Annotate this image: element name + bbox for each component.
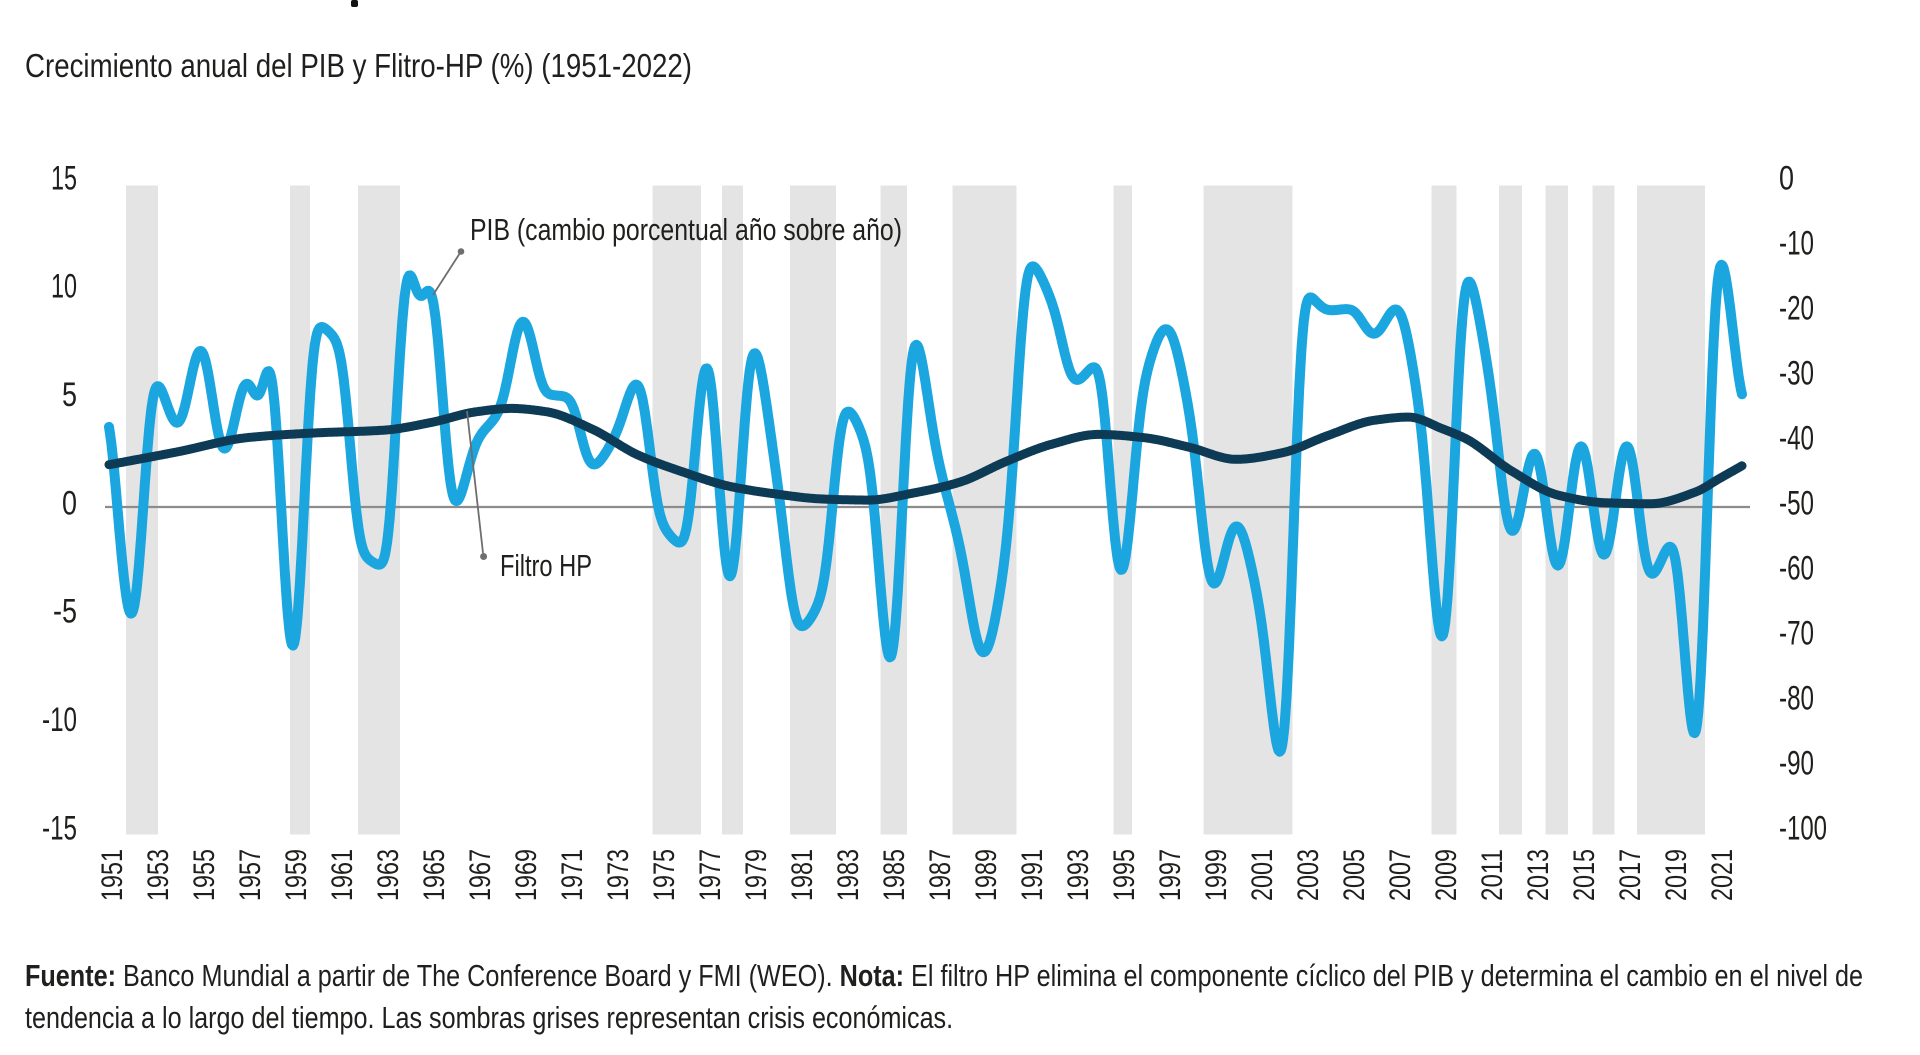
svg-text:2021: 2021 [1706,849,1739,901]
svg-text:1973: 1973 [602,849,635,901]
svg-text:1957: 1957 [234,849,267,901]
svg-text:1969: 1969 [510,849,543,901]
svg-text:-20: -20 [1779,289,1814,327]
svg-text:1959: 1959 [280,849,313,901]
svg-text:1965: 1965 [418,849,451,901]
svg-text:2009: 2009 [1430,849,1463,901]
svg-text:-15: -15 [42,809,77,847]
svg-text:5: 5 [62,376,77,414]
svg-text:10: 10 [51,268,77,306]
svg-text:-60: -60 [1779,549,1814,587]
svg-text:1977: 1977 [694,849,727,901]
svg-text:-90: -90 [1779,744,1814,782]
svg-text:2019: 2019 [1660,849,1693,901]
svg-text:2001: 2001 [1246,849,1279,901]
svg-text:-80: -80 [1779,679,1814,717]
svg-text:-40: -40 [1779,419,1814,457]
svg-text:1989: 1989 [970,849,1003,901]
svg-text:2005: 2005 [1338,849,1371,901]
svg-text:1985: 1985 [878,849,911,901]
svg-text:0: 0 [1779,159,1794,197]
svg-text:1983: 1983 [832,849,865,901]
svg-text:1953: 1953 [142,849,175,901]
svg-text:-70: -70 [1779,614,1814,652]
svg-text:1991: 1991 [1016,849,1049,901]
svg-text:1971: 1971 [556,849,589,901]
svg-text:2007: 2007 [1384,849,1417,901]
svg-text:15: 15 [51,159,77,197]
svg-text:1961: 1961 [326,849,359,901]
svg-text:1993: 1993 [1062,849,1095,901]
svg-text:2015: 2015 [1568,849,1601,901]
svg-text:1995: 1995 [1108,849,1141,901]
svg-text:-30: -30 [1779,354,1814,392]
svg-text:-10: -10 [1779,224,1814,262]
svg-text:2013: 2013 [1522,849,1555,901]
svg-text:0: 0 [62,484,77,522]
svg-text:1955: 1955 [188,849,221,901]
svg-text:2017: 2017 [1614,849,1647,901]
svg-text:1951: 1951 [96,849,129,901]
svg-text:Filtro HP: Filtro HP [500,548,592,583]
svg-text:1999: 1999 [1200,849,1233,901]
svg-text:-50: -50 [1779,484,1814,522]
svg-text:1975: 1975 [648,849,681,901]
svg-text:2003: 2003 [1292,849,1325,901]
svg-text:PIB (cambio porcentual año sob: PIB (cambio porcentual año sobre año) [470,212,902,247]
svg-text:-10: -10 [42,701,77,739]
svg-text:2011: 2011 [1476,849,1509,901]
svg-text:1967: 1967 [464,849,497,901]
svg-text:1979: 1979 [740,849,773,901]
svg-text:1997: 1997 [1154,849,1187,901]
svg-text:1963: 1963 [372,849,405,901]
svg-text:1981: 1981 [786,849,819,901]
svg-text:-5: -5 [53,593,77,631]
svg-text:1987: 1987 [924,849,957,901]
svg-text:-100: -100 [1779,809,1827,847]
